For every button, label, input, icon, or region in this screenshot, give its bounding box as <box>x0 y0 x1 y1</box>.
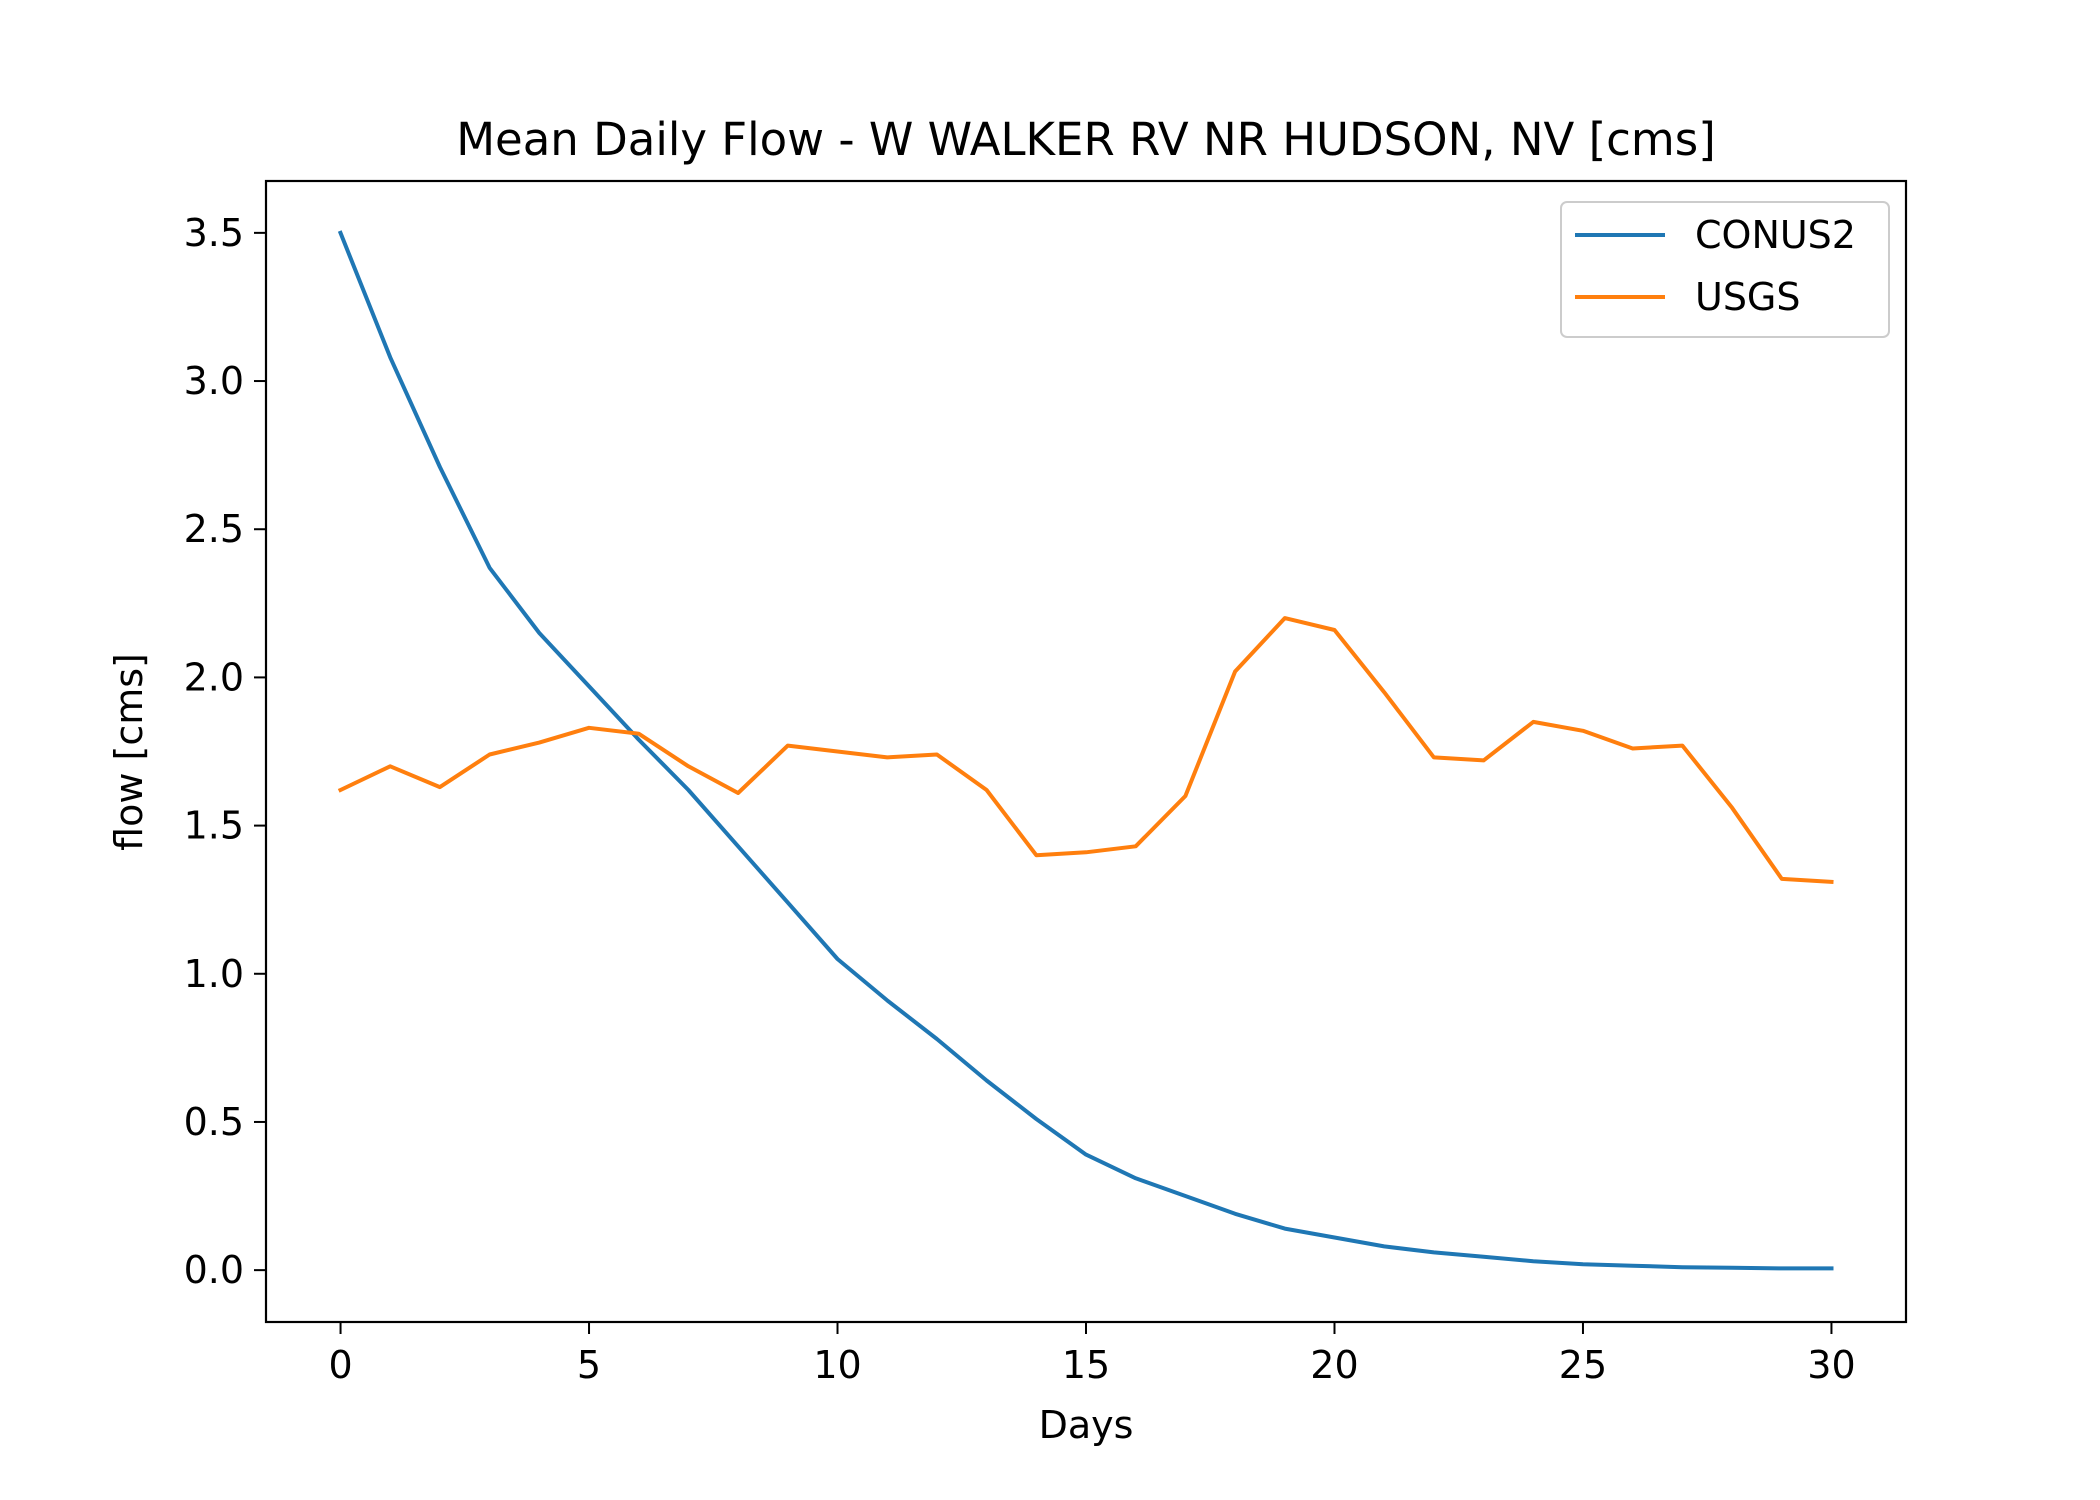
y-tick-label: 3.0 <box>184 359 244 403</box>
series-line-conus2 <box>337 230 1834 1271</box>
chart-title: Mean Daily Flow - W WALKER RV NR HUDSON,… <box>456 113 1716 166</box>
y-tick-label: 0.0 <box>184 1248 244 1292</box>
y-axis: 0.0 0.5 1.0 1.5 2.0 2.5 3.0 3.5 <box>184 211 266 1292</box>
x-axis: 0 5 10 15 20 25 30 <box>328 1322 1856 1387</box>
x-axis-label: Days <box>1039 1403 1134 1447</box>
y-tick-label: 1.5 <box>184 804 244 848</box>
x-tick-label: 20 <box>1310 1343 1358 1387</box>
y-axis-label: flow [cms] <box>107 653 151 851</box>
series-line-usgs <box>337 616 1834 885</box>
y-tick-label: 0.5 <box>184 1100 244 1144</box>
x-tick-label: 5 <box>577 1343 601 1387</box>
x-tick-label: 25 <box>1559 1343 1607 1387</box>
y-tick-label: 3.5 <box>184 211 244 255</box>
legend-label-conus2: CONUS2 <box>1695 213 1856 257</box>
x-tick-label: 30 <box>1807 1343 1855 1387</box>
y-tick-label: 1.0 <box>184 952 244 996</box>
x-tick-label: 0 <box>328 1343 352 1387</box>
x-tick-label: 10 <box>813 1343 861 1387</box>
plot-lines <box>337 230 1834 1271</box>
legend-label-usgs: USGS <box>1695 275 1801 319</box>
y-tick-label: 2.0 <box>184 655 244 699</box>
y-tick-label: 2.5 <box>184 507 244 551</box>
legend: CONUS2 USGS <box>1560 201 1890 338</box>
x-tick-label: 15 <box>1062 1343 1110 1387</box>
